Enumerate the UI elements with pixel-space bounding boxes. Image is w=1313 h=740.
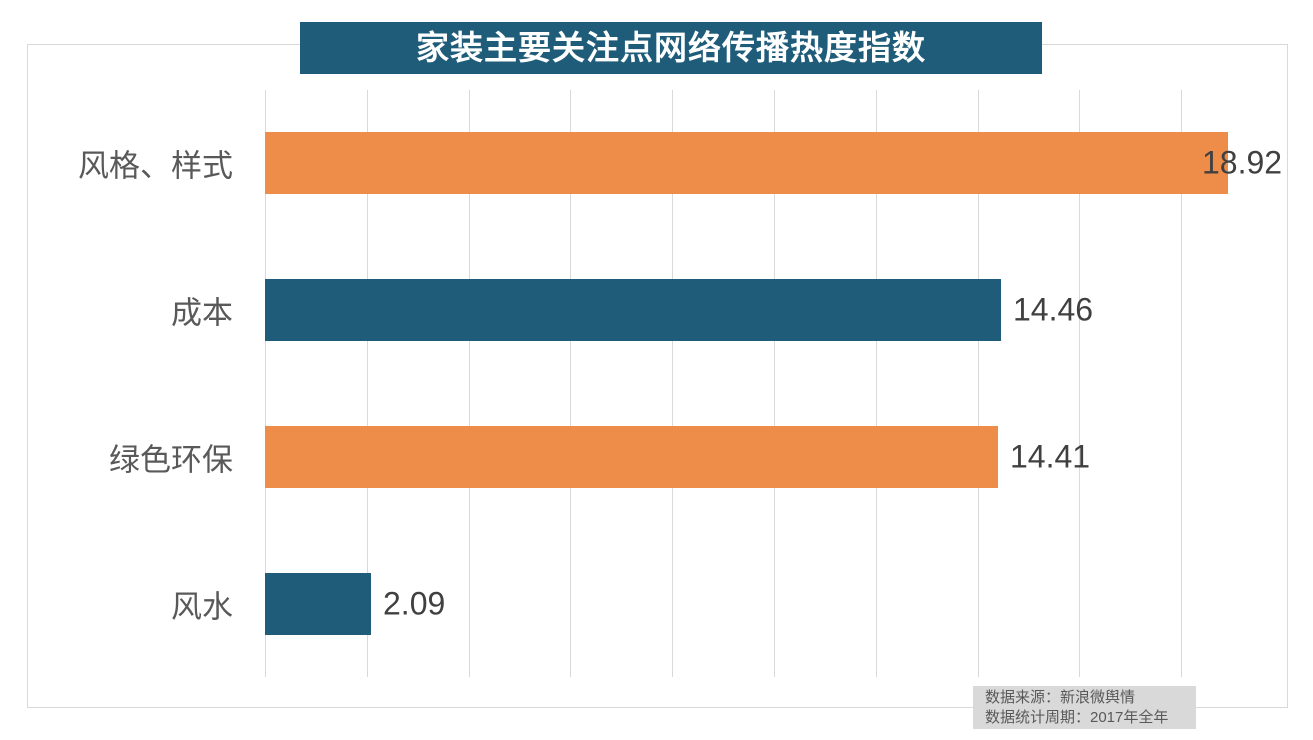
gridline [570,90,571,677]
bar [265,573,371,635]
chart-title: 家装主要关注点网络传播热度指数 [300,22,1042,74]
gridline [469,90,470,677]
gridline [1181,90,1182,677]
category-label: 成本 [171,295,233,331]
gridline [774,90,775,677]
category-label: 风水 [171,589,233,625]
source-note-line1: 数据来源：新浪微舆情 [985,689,1136,706]
value-label: 14.41 [1010,438,1091,475]
bar [265,426,998,488]
gridline [1079,90,1080,677]
plot-area [265,90,1286,677]
bar [265,279,1001,341]
value-label: 14.46 [1013,291,1094,328]
gridline [367,90,368,677]
source-note-line2: 数据统计周期：2017年全年 [985,709,1169,726]
source-note: 数据来源：新浪微舆情 数据统计周期：2017年全年 [973,686,1196,729]
gridline [672,90,673,677]
value-label: 18.92 [1202,144,1283,181]
category-label: 风格、样式 [78,148,233,184]
gridline [876,90,877,677]
category-label: 绿色环保 [109,442,233,478]
gridline [978,90,979,677]
value-label: 2.09 [383,585,446,622]
bar [265,132,1228,194]
gridline [265,90,266,677]
